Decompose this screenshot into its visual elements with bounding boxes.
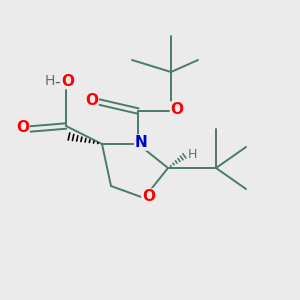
Text: N: N <box>135 135 147 150</box>
Text: H: H <box>187 148 197 161</box>
Text: O: O <box>85 93 98 108</box>
Text: O: O <box>61 74 74 88</box>
Text: -: - <box>55 73 61 91</box>
Text: O: O <box>142 189 155 204</box>
Text: O: O <box>170 102 184 117</box>
Text: H: H <box>44 74 55 88</box>
Text: O: O <box>16 120 29 135</box>
